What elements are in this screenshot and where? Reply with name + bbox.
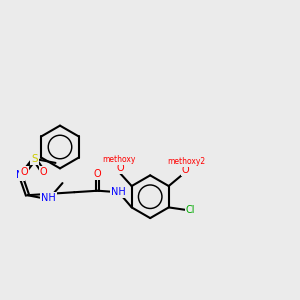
Text: O: O — [20, 167, 28, 177]
Text: Cl: Cl — [186, 205, 195, 215]
Text: O: O — [116, 163, 124, 173]
Text: NH: NH — [111, 187, 126, 196]
Text: NH: NH — [41, 193, 56, 203]
Text: S: S — [31, 154, 38, 164]
Text: O: O — [182, 165, 190, 175]
Text: methoxy: methoxy — [103, 155, 136, 164]
Text: O: O — [40, 167, 47, 177]
Text: O: O — [94, 169, 101, 179]
Text: methoxy2: methoxy2 — [167, 157, 206, 166]
Text: N: N — [16, 170, 24, 180]
